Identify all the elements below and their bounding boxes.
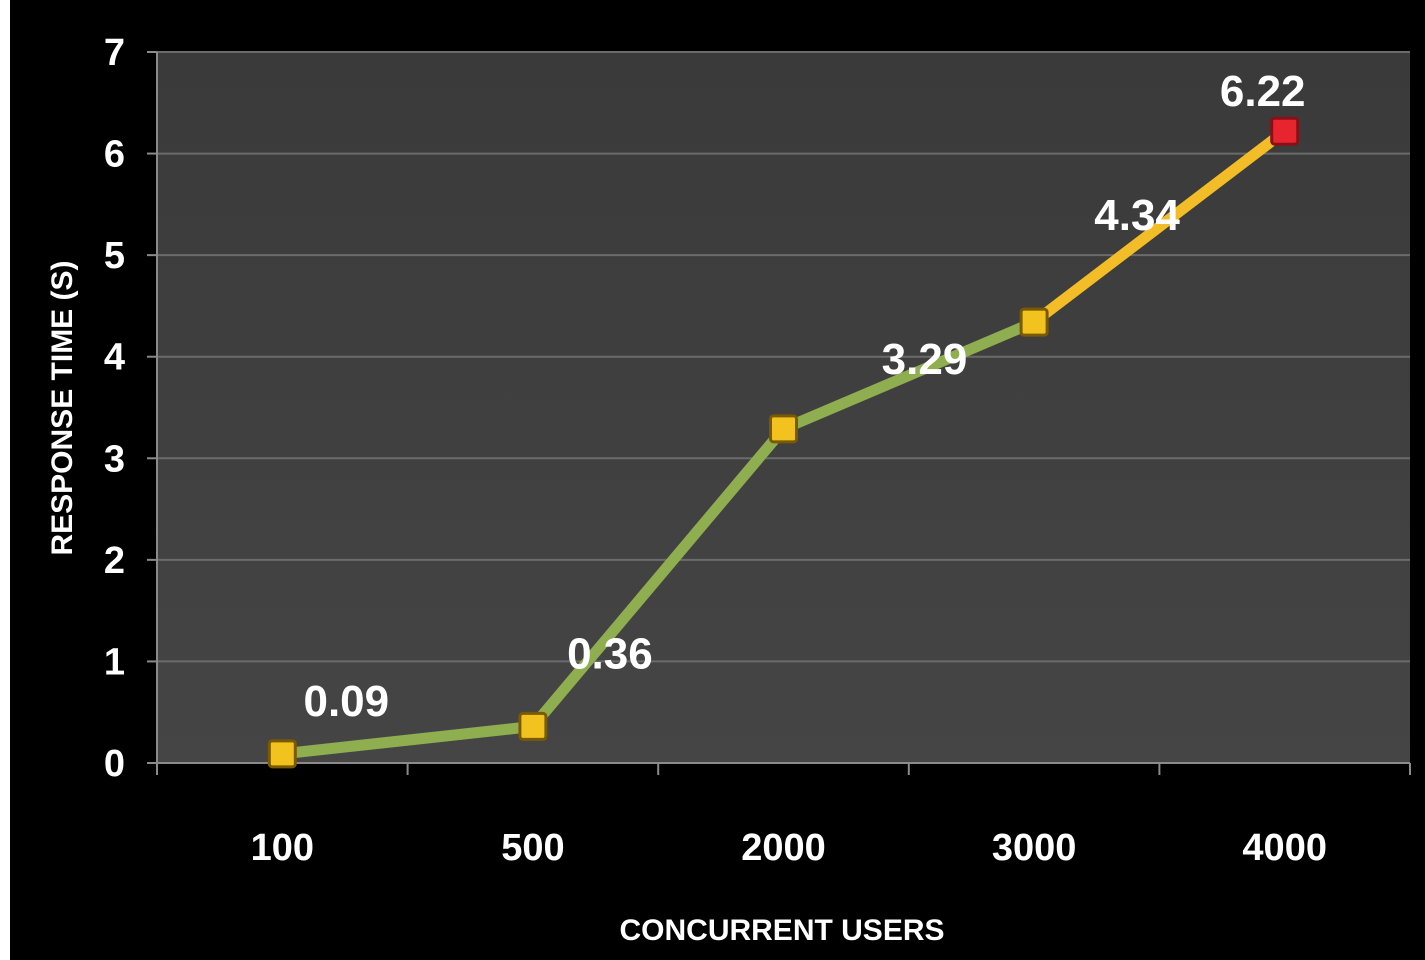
x-tick-label: 3000	[992, 827, 1077, 869]
series-segment	[527, 423, 789, 732]
y-tick-label: 3	[104, 438, 125, 480]
data-label: 3.29	[882, 335, 968, 384]
data-point-marker-highlight	[1270, 116, 1300, 146]
series-line	[276, 125, 1291, 760]
series-segment-highlight	[1028, 125, 1291, 328]
y-axis-title: RESPONSE TIME (S)	[46, 260, 79, 555]
x-tick-label: 100	[251, 827, 314, 869]
x-tick-label: 2000	[741, 827, 826, 869]
y-tick-label: 4	[104, 337, 125, 379]
data-point-marker	[1019, 307, 1049, 337]
grid-lines	[157, 51, 1410, 663]
x-axis-title: CONCURRENT USERS	[619, 914, 944, 947]
y-tick-label: 0	[104, 743, 125, 785]
x-tick-label: 4000	[1242, 827, 1327, 869]
data-label: 0.36	[567, 629, 653, 678]
data-label: 4.34	[1094, 191, 1180, 240]
data-labels: 0.09 0.36 3.29 4.34 6.22	[303, 67, 1305, 726]
data-label: 6.22	[1220, 67, 1306, 116]
data-point-marker	[267, 739, 297, 769]
y-tick-label: 1	[104, 641, 125, 683]
y-tick-label: 7	[104, 32, 125, 74]
series-segment	[778, 316, 1040, 435]
plot-area	[157, 52, 1410, 763]
data-point-marker	[769, 414, 798, 444]
series-segment	[276, 720, 539, 760]
axes: 0 1 2 3 4 5 6 7 100 500 2000 3000 4000	[104, 32, 1411, 869]
data-markers	[267, 116, 1300, 769]
data-label: 0.09	[303, 677, 389, 726]
y-tick-label: 6	[104, 134, 125, 176]
data-point-marker	[518, 711, 548, 741]
y-tick-label: 2	[104, 540, 125, 582]
x-tick-label: 500	[501, 827, 564, 869]
y-tick-label: 5	[104, 235, 125, 277]
